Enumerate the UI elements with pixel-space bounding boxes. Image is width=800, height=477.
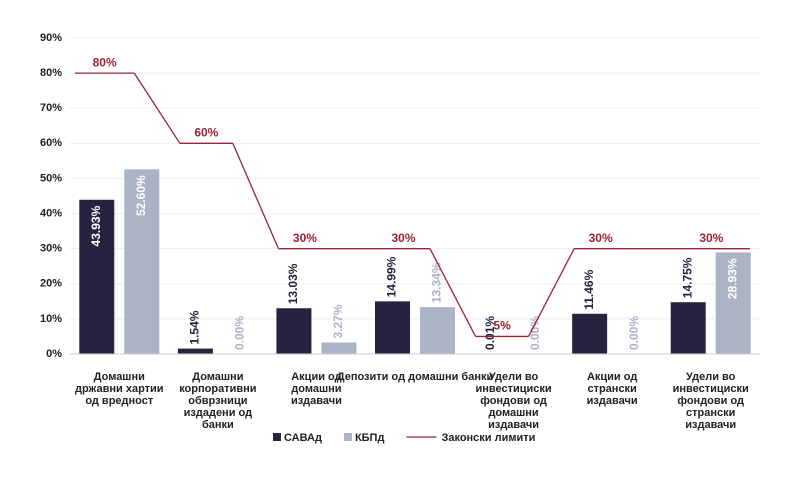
bar (124, 169, 160, 354)
legend-label: Законски лимити (441, 432, 535, 444)
value-label: 0.00% (528, 316, 542, 350)
y-tick-label: 80% (40, 67, 62, 79)
x-tick-label: државни хартии (75, 383, 164, 395)
x-tick-label: издавачи (685, 419, 736, 431)
y-tick-label: 0% (46, 348, 62, 360)
x-tick-label: издавачи (488, 419, 539, 431)
limit-label: 30% (699, 231, 723, 245)
legend-label: КБПд (355, 432, 385, 444)
value-label: 0.00% (233, 316, 247, 350)
x-tick-label: инвестициски (673, 383, 749, 395)
y-tick-label: 50% (40, 172, 62, 184)
limit-connector (133, 72, 181, 144)
x-tick-label: домашни (488, 407, 538, 419)
x-tick-label: странски (587, 383, 636, 395)
legend-label: САВАд (284, 432, 322, 444)
y-tick-label: 30% (40, 243, 62, 255)
bar (420, 307, 455, 354)
value-label: 3.27% (331, 304, 345, 338)
limit-label: 80% (93, 55, 117, 69)
value-label: 1.54% (188, 310, 202, 344)
x-tick-label: Домашни (94, 371, 145, 383)
x-tick-label: издавачи (291, 395, 342, 407)
x-tick-label: Акции од (587, 371, 637, 383)
value-label: 0.01% (483, 316, 497, 350)
value-label: 13.34% (430, 262, 444, 303)
x-tick-label: Депозити од домашни банки (337, 371, 493, 383)
bar (670, 302, 706, 354)
y-tick-label: 90% (40, 32, 62, 44)
bar (375, 301, 410, 354)
bar (572, 313, 608, 354)
value-label: 28.93% (725, 258, 739, 299)
x-tick-label: обврзници (188, 395, 247, 407)
value-label: 43.93% (89, 205, 103, 246)
value-label: 0.00% (627, 316, 641, 350)
limit-label: 5% (493, 319, 511, 333)
limit-connector (232, 143, 280, 249)
x-tick-label: Акции од (291, 371, 341, 383)
y-tick-label: 70% (40, 102, 62, 114)
x-tick-label: издавачи (587, 395, 638, 407)
bar (321, 342, 357, 354)
x-tick-label: корпоративни (179, 383, 256, 395)
y-tick-label: 60% (40, 137, 62, 149)
value-label: 11.46% (582, 269, 596, 309)
x-tick-label: Удели во (489, 371, 539, 383)
limit-connector (527, 248, 575, 337)
limit-label: 60% (194, 126, 218, 140)
x-tick-label: Домашни (192, 371, 243, 383)
y-tick-label: 40% (40, 207, 62, 219)
x-tick-label: издадени од (184, 407, 252, 419)
limit-label: 30% (293, 231, 317, 245)
limit-connector (429, 248, 477, 337)
x-tick-label: Удели во (686, 371, 736, 383)
bar (715, 252, 751, 354)
bar (276, 308, 312, 354)
x-tick-label: фондови од (480, 395, 547, 407)
x-tick-label: инвестициски (475, 383, 551, 395)
value-label: 13.03% (286, 263, 300, 304)
value-label: 52.60% (134, 175, 148, 216)
y-tick-label: 20% (40, 278, 62, 290)
x-tick-label: банки (202, 419, 234, 431)
x-tick-label: домашни (291, 383, 341, 395)
x-tick-label: од вредност (85, 395, 154, 407)
value-label: 14.99% (385, 256, 399, 297)
bar (79, 199, 115, 354)
bar (177, 348, 213, 354)
limit-label: 30% (589, 231, 613, 245)
x-tick-label: фондови од (677, 395, 744, 407)
y-tick-label: 10% (40, 313, 62, 325)
legend-swatch (343, 433, 352, 441)
limit-label: 30% (391, 231, 415, 245)
value-label: 14.75% (680, 257, 694, 298)
x-tick-label: странски (686, 407, 735, 419)
legend-swatch (273, 433, 281, 441)
